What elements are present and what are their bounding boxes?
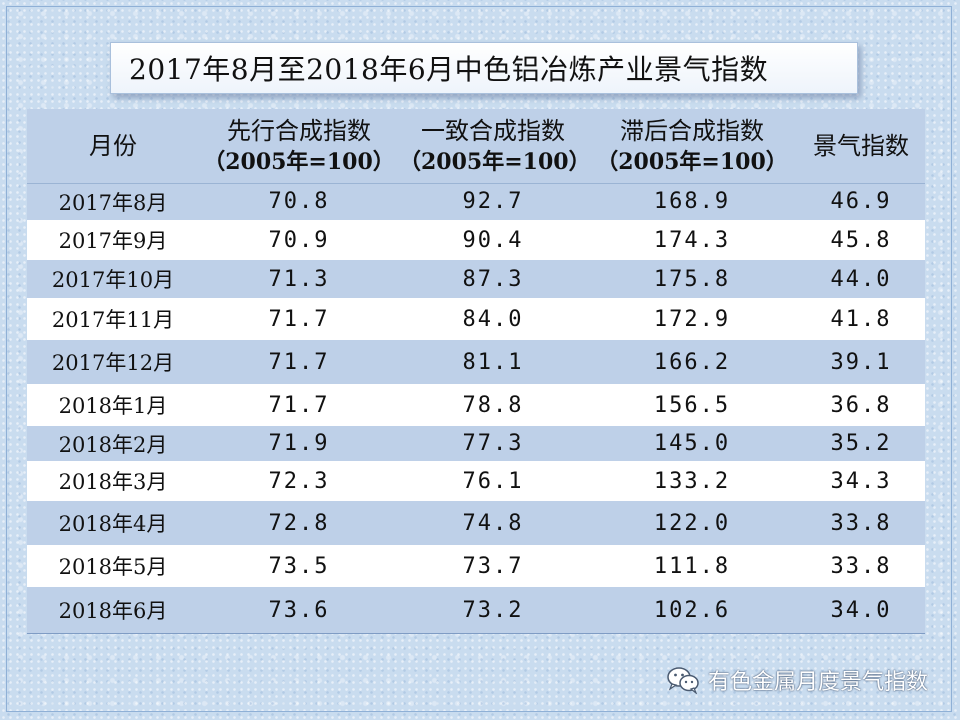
cell-prosperity-index: 34.3 xyxy=(830,468,892,494)
cell-leading-index: 72.3 xyxy=(268,468,330,494)
header-label: 景气指数 xyxy=(813,131,909,160)
cell-coincident-index: 90.4 xyxy=(462,227,524,253)
table-bottom-rule xyxy=(27,633,925,634)
cell-leading-index: 71.7 xyxy=(268,392,330,418)
cell-month: 2018年6月 xyxy=(58,599,168,623)
cell-leading-index: 71.9 xyxy=(268,431,330,456)
header-label: 滞后合成指数 xyxy=(620,116,764,145)
cell-prosperity-index: 36.8 xyxy=(830,392,892,418)
cell-lagging-index: 174.3 xyxy=(653,227,731,253)
table-row: 2017年12月 71.7 81.1 166.2 39.1 xyxy=(27,340,925,384)
cell-leading-index: 71.7 xyxy=(268,349,330,375)
table-row: 2018年6月 73.6 73.2 102.6 34.0 xyxy=(27,587,925,633)
index-table-container: 月份 先行合成指数 （2005年=100） 一致合成指数 （2005年=100）… xyxy=(27,109,925,634)
cell-prosperity-index: 33.8 xyxy=(830,510,892,536)
cell-month: 2018年4月 xyxy=(58,512,168,536)
cell-coincident-index: 74.8 xyxy=(462,510,524,536)
index-table: 月份 先行合成指数 （2005年=100） 一致合成指数 （2005年=100）… xyxy=(27,109,925,633)
table-row: 2017年10月 71.3 87.3 175.8 44.0 xyxy=(27,260,925,298)
cell-prosperity-index: 39.1 xyxy=(830,349,892,375)
cell-coincident-index: 78.8 xyxy=(462,392,524,418)
cell-month: 2018年3月 xyxy=(58,470,168,494)
page-title-text: 2017年8月至2018年6月中色铝冶炼产业景气指数 xyxy=(129,53,769,86)
cell-lagging-index: 133.2 xyxy=(653,468,731,494)
cell-leading-index: 70.8 xyxy=(268,189,330,215)
cell-prosperity-index: 45.8 xyxy=(830,227,892,253)
table-row: 2018年1月 71.7 78.8 156.5 36.8 xyxy=(27,384,925,426)
cell-lagging-index: 172.9 xyxy=(653,306,731,332)
cell-leading-index: 73.6 xyxy=(268,597,330,623)
cell-month: 2018年2月 xyxy=(58,432,168,457)
header-coincident-index: 一致合成指数 （2005年=100） xyxy=(399,109,591,184)
cell-coincident-index: 87.3 xyxy=(462,266,524,292)
cell-month: 2018年5月 xyxy=(58,555,168,579)
cell-prosperity-index: 41.8 xyxy=(830,306,892,332)
cell-lagging-index: 168.9 xyxy=(653,189,731,215)
header-leading-index: 先行合成指数 （2005年=100） xyxy=(199,109,399,184)
table-row: 2018年3月 72.3 76.1 133.2 34.3 xyxy=(27,461,925,501)
table-row: 2018年5月 73.5 73.7 111.8 33.8 xyxy=(27,545,925,587)
cell-month: 2017年11月 xyxy=(51,308,175,332)
header-lagging-index: 滞后合成指数 （2005年=100） xyxy=(587,109,797,184)
slide-frame xyxy=(6,6,952,712)
header-label: 一致合成指数 xyxy=(421,116,565,145)
cell-coincident-index: 77.3 xyxy=(462,431,524,456)
cell-month: 2018年1月 xyxy=(58,394,168,418)
cell-leading-index: 71.7 xyxy=(268,306,330,332)
cell-month: 2017年8月 xyxy=(58,190,168,215)
header-label: 先行合成指数 xyxy=(227,116,371,145)
cell-coincident-index: 84.0 xyxy=(462,306,524,332)
cell-coincident-index: 81.1 xyxy=(462,349,524,375)
cell-prosperity-index: 46.9 xyxy=(830,189,892,215)
watermark: 有色金属月度景气指数 xyxy=(666,664,928,696)
cell-coincident-index: 92.7 xyxy=(462,189,524,215)
wechat-icon xyxy=(666,666,700,695)
cell-lagging-index: 156.5 xyxy=(653,392,731,418)
cell-month: 2017年9月 xyxy=(58,229,168,253)
cell-month: 2017年10月 xyxy=(51,268,175,292)
cell-prosperity-index: 33.8 xyxy=(830,553,892,579)
watermark-text: 有色金属月度景气指数 xyxy=(707,670,928,695)
cell-lagging-index: 102.6 xyxy=(653,597,731,623)
table-row: 2017年11月 71.7 84.0 172.9 41.8 xyxy=(27,298,925,340)
header-month: 月份 xyxy=(27,109,199,184)
header-label: 月份 xyxy=(89,131,137,160)
cell-leading-index: 71.3 xyxy=(268,266,330,292)
cell-leading-index: 72.8 xyxy=(268,510,330,536)
cell-coincident-index: 76.1 xyxy=(462,468,524,494)
cell-lagging-index: 175.8 xyxy=(653,266,731,292)
cell-coincident-index: 73.7 xyxy=(462,553,524,579)
cell-month: 2017年12月 xyxy=(51,351,175,375)
header-sublabel: （2005年=100） xyxy=(203,148,395,175)
cell-leading-index: 70.9 xyxy=(268,227,330,253)
cell-lagging-index: 166.2 xyxy=(653,349,731,375)
table-row: 2017年8月 70.8 92.7 168.9 46.9 xyxy=(27,183,925,220)
table-body: 2017年8月 70.8 92.7 168.9 46.9 2017年9月 70.9 90.4 1… xyxy=(27,183,925,633)
header-sublabel: （2005年=100） xyxy=(399,148,591,175)
cell-lagging-index: 122.0 xyxy=(653,510,731,536)
cell-prosperity-index: 34.0 xyxy=(830,597,892,623)
cell-lagging-index: 111.8 xyxy=(653,553,731,579)
table-row: 2018年2月 71.9 77.3 145.0 35.2 xyxy=(27,426,925,461)
table-row: 2018年4月 72.8 74.8 122.0 33.8 xyxy=(27,501,925,545)
table-row: 2017年9月 70.9 90.4 174.3 45.8 xyxy=(27,220,925,260)
cell-coincident-index: 73.2 xyxy=(462,597,524,623)
table-header-row: 月份 先行合成指数 （2005年=100） 一致合成指数 （2005年=100）… xyxy=(27,109,925,184)
header-sublabel: （2005年=100） xyxy=(596,148,788,175)
page-title: 2017年8月至2018年6月中色铝冶炼产业景气指数 xyxy=(110,42,858,94)
cell-prosperity-index: 35.2 xyxy=(830,431,892,456)
cell-prosperity-index: 44.0 xyxy=(830,266,892,292)
cell-leading-index: 73.5 xyxy=(268,553,330,579)
header-prosperity-index: 景气指数 xyxy=(797,109,925,184)
cell-lagging-index: 145.0 xyxy=(653,431,731,456)
